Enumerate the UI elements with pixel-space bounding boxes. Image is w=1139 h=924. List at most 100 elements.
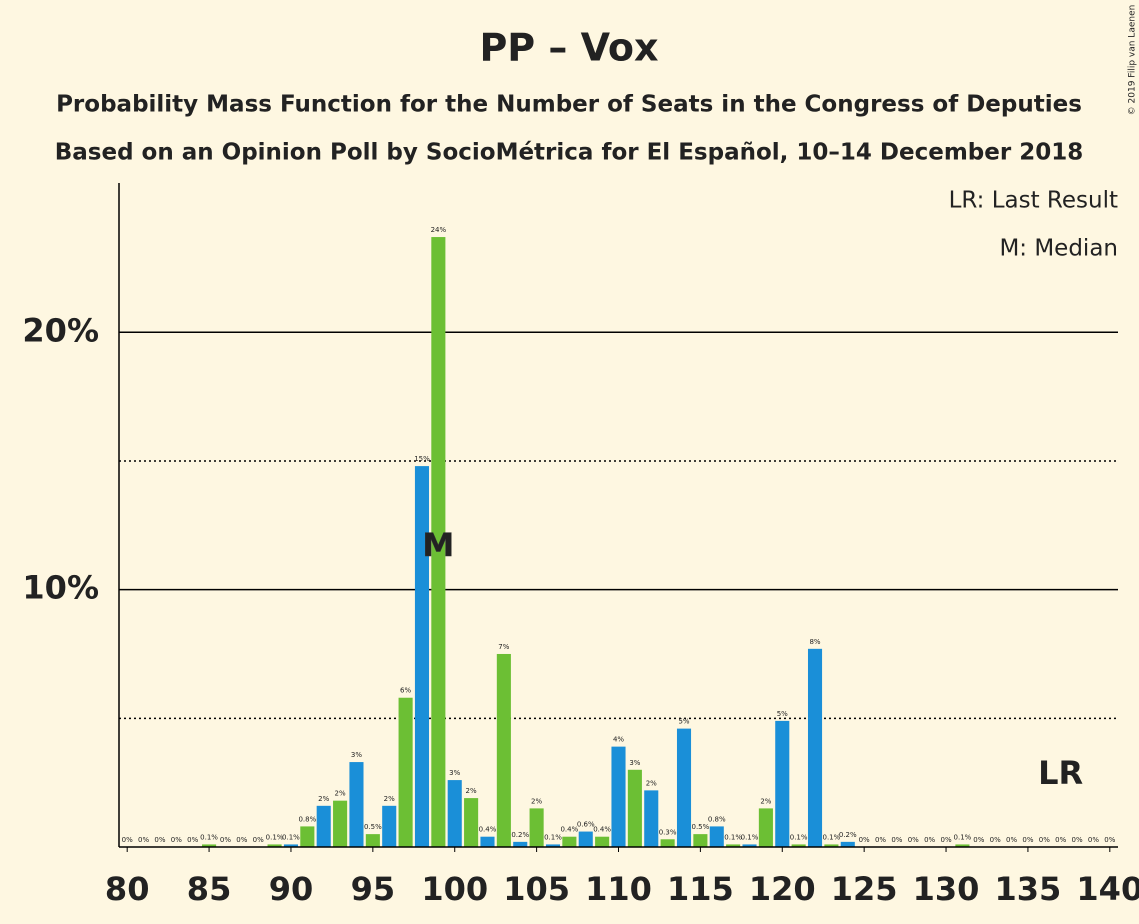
copyright: © 2019 Filip van Laenen [1128, 5, 1138, 116]
bar [807, 648, 823, 847]
value-label: 0% [924, 836, 935, 844]
value-label: 0.1% [741, 833, 759, 841]
x-tick-label: 80 [105, 870, 150, 908]
bar [316, 805, 331, 847]
bar [611, 746, 626, 847]
x-tick-label: 130 [913, 870, 980, 908]
value-label: 0% [220, 836, 231, 844]
x-tick-label: 90 [269, 870, 314, 908]
bar [775, 720, 790, 847]
value-label: 0.1% [200, 833, 218, 841]
bar [660, 839, 675, 847]
value-label: 0.1% [823, 833, 841, 841]
bar [480, 836, 495, 847]
value-label: 2% [531, 797, 542, 805]
value-label: 0.4% [593, 826, 611, 834]
value-label: 0% [1104, 836, 1115, 844]
bar [365, 834, 380, 847]
value-label: 0.2% [511, 831, 529, 839]
x-tick-label: 135 [995, 870, 1062, 908]
bar [267, 844, 282, 847]
y-tick-label: 20% [22, 311, 99, 349]
value-label: 0% [253, 836, 264, 844]
bar [709, 826, 724, 847]
x-tick-label: 85 [187, 870, 232, 908]
bar [414, 466, 430, 847]
bar [955, 844, 970, 847]
value-label: 0.1% [282, 833, 300, 841]
value-label: 2% [384, 795, 395, 803]
value-label: 3% [351, 751, 362, 759]
value-label: 0% [122, 836, 133, 844]
bar [349, 762, 364, 847]
value-label: 0.8% [298, 815, 316, 823]
bar [562, 836, 577, 847]
bar [595, 836, 610, 847]
value-label: 0% [187, 836, 198, 844]
value-label: 4% [613, 736, 624, 744]
x-tick-label: 125 [831, 870, 898, 908]
value-label: 2% [760, 797, 771, 805]
value-label: 3% [449, 769, 460, 777]
bar [333, 800, 348, 847]
x-tick-label: 105 [503, 870, 570, 908]
chart-subtitle: Probability Mass Function for the Number… [56, 92, 1082, 118]
value-label: 2% [335, 790, 346, 798]
value-label: 0.5% [364, 823, 382, 831]
legend-entry: LR: Last Result [949, 188, 1118, 214]
value-label: 6% [400, 687, 411, 695]
value-label: 24% [431, 226, 447, 234]
median-marker: M [422, 526, 454, 564]
bar [283, 844, 299, 847]
value-label: 0% [1072, 836, 1083, 844]
last-result-marker: LR [1038, 754, 1083, 792]
x-tick-label: 115 [667, 870, 734, 908]
value-label: 0% [236, 836, 247, 844]
bar [398, 697, 413, 847]
bar [824, 844, 839, 847]
bar [382, 805, 397, 847]
chart-title: PP – Vox [479, 26, 658, 70]
value-label: 0.4% [560, 826, 578, 834]
bar [202, 844, 217, 847]
value-label: 3% [629, 759, 640, 767]
value-label: 0.6% [577, 821, 595, 829]
value-label: 0% [891, 836, 902, 844]
value-label: 0% [1055, 836, 1066, 844]
x-tick-label: 140 [1076, 870, 1139, 908]
value-label: 8% [809, 638, 820, 646]
value-label: 0.1% [954, 833, 972, 841]
x-tick-label: 95 [351, 870, 396, 908]
value-label: 0.1% [544, 833, 562, 841]
value-label: 0% [859, 836, 870, 844]
value-label: 0.1% [266, 833, 284, 841]
bar [742, 844, 757, 847]
bar [545, 844, 561, 847]
bar [513, 841, 528, 847]
value-label: 0.5% [691, 823, 709, 831]
value-label: 2% [466, 787, 477, 795]
bar [644, 790, 659, 847]
value-label: 0% [908, 836, 919, 844]
value-label: 0% [1022, 836, 1033, 844]
bar [496, 653, 511, 847]
value-label: 15% [414, 455, 430, 463]
value-label: 0.4% [479, 826, 497, 834]
bar [758, 808, 773, 847]
bar [464, 798, 479, 847]
chart-subtitle: Based on an Opinion Poll by SocioMétrica… [55, 140, 1083, 166]
bar [447, 780, 462, 847]
value-label: 0.1% [724, 833, 742, 841]
value-label: 0% [1039, 836, 1050, 844]
value-label: 0% [138, 836, 149, 844]
x-tick-label: 120 [749, 870, 816, 908]
bar [627, 769, 642, 847]
value-label: 0% [973, 836, 984, 844]
value-label: 7% [498, 643, 509, 651]
value-label: 0.8% [708, 815, 726, 823]
value-label: 0% [1088, 836, 1099, 844]
bar [300, 826, 315, 847]
bar [726, 844, 741, 847]
value-label: 0% [1006, 836, 1017, 844]
